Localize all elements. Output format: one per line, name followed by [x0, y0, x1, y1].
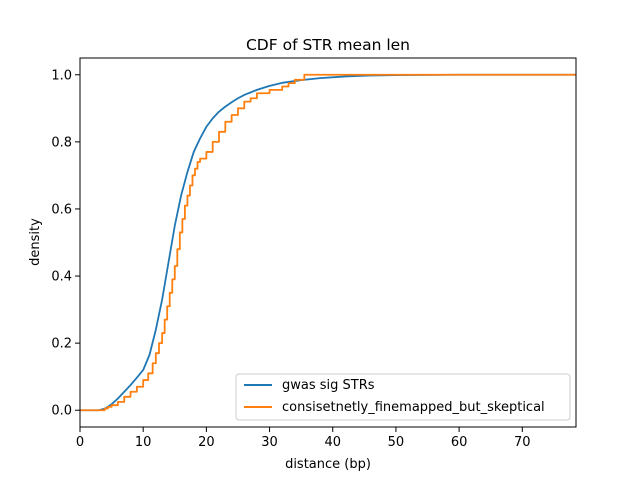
- legend-label-gwas-sig-strs: gwas sig STRs: [282, 378, 375, 393]
- series-layer: [80, 73, 576, 412]
- y-tick-label-5: 1.0: [51, 68, 72, 83]
- x-tick-label-4: 40: [324, 435, 341, 450]
- x-tick-label-7: 70: [514, 435, 531, 450]
- legend-label-consisetnetly-finemapped: consisetnetly_finemapped_but_skeptical: [282, 400, 545, 415]
- x-tick-label-6: 60: [451, 435, 468, 450]
- y-tick-label-0: 0.0: [51, 404, 72, 419]
- y-tick-label-1: 0.2: [51, 337, 72, 352]
- x-tick-label-1: 10: [135, 435, 152, 450]
- x-tick-label-3: 30: [261, 435, 278, 450]
- ticks-layer: 0 10 20 30 40 50 60 70 0.0 0.2 0.4 0.6 0.8 1.0: [51, 68, 530, 450]
- series-line-0: [80, 73, 576, 412]
- y-tick-label-2: 0.4: [51, 270, 72, 285]
- plot-frame: [79, 57, 577, 428]
- x-tick-label-5: 50: [388, 435, 405, 450]
- chart-title: CDF of STR mean len: [246, 36, 410, 54]
- y-axis-label: density: [28, 218, 43, 266]
- legend: gwas sig STRs consisetnetly_finemapped_b…: [235, 373, 571, 421]
- x-tick-label-2: 20: [198, 435, 215, 450]
- legend-box: [235, 373, 571, 421]
- y-tick-label-3: 0.6: [51, 202, 72, 217]
- series-line-1: [80, 73, 576, 412]
- x-axis-label: distance (bp): [285, 457, 371, 472]
- x-tick-label-0: 0: [76, 435, 84, 450]
- y-tick-label-4: 0.8: [51, 135, 72, 150]
